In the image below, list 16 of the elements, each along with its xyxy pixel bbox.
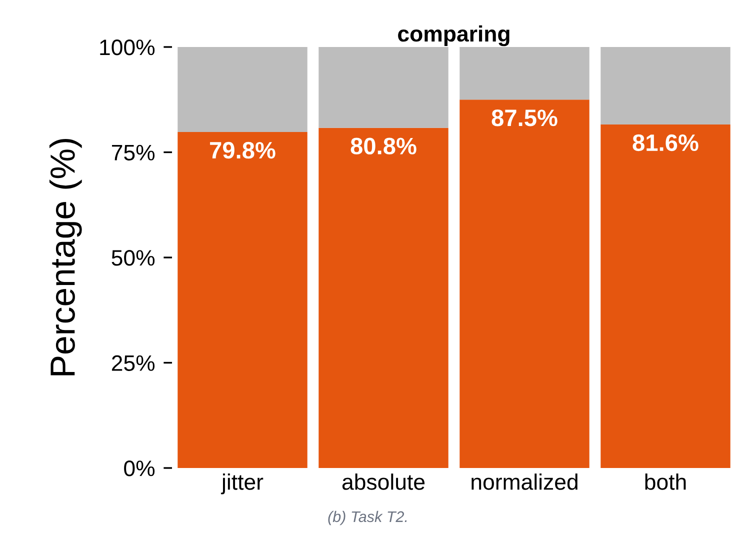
x-tick-label: normalized [472, 474, 578, 490]
text: (b) Task T2. [328, 510, 407, 526]
data-label: 81.6% [632, 134, 698, 152]
y-tick-label: 75% [112, 144, 155, 161]
data-label: 79.8% [210, 142, 276, 159]
chart-title: comparing [398, 25, 510, 46]
x-tick-label: both [645, 474, 686, 490]
x-tick-label: jitter [220, 474, 264, 494]
y-tick-label: 0% [124, 460, 155, 476]
data-label: 80.8% [350, 138, 416, 154]
y-axis-title: Percentage (%) [49, 139, 82, 376]
y-tick-label: 25% [112, 355, 155, 372]
y-tick-label: 50% [112, 250, 155, 266]
data-label: 87.5% [492, 110, 558, 126]
x-tick-label: absolute [342, 474, 425, 490]
y-tick-label: 100% [100, 40, 155, 56]
